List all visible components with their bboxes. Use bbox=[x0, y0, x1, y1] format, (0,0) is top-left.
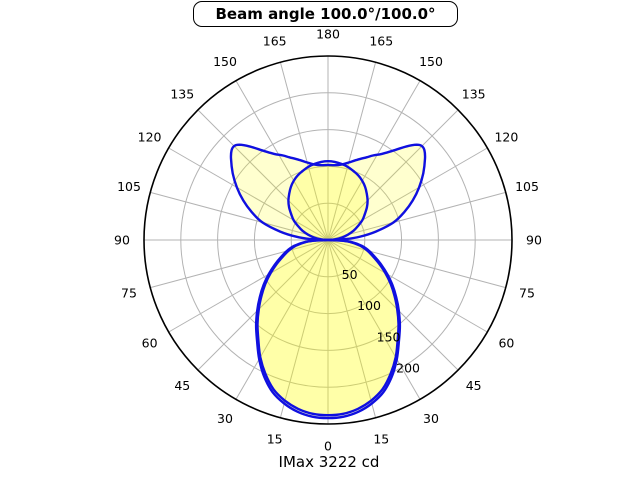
angle-tick-label: 150 bbox=[419, 54, 443, 69]
angle-tick-label: 60 bbox=[498, 335, 514, 350]
r-tick-label: 100 bbox=[357, 298, 381, 313]
angle-tick-label: 120 bbox=[138, 129, 162, 144]
angle-tick-label: 0 bbox=[324, 438, 332, 453]
grid-circle bbox=[217, 129, 439, 351]
angle-tick-label: 150 bbox=[213, 54, 237, 69]
angle-tick-label: 105 bbox=[117, 179, 141, 194]
angle-tick-label: 120 bbox=[494, 129, 518, 144]
angle-tick-label: 15 bbox=[267, 431, 283, 446]
angle-tick-label: 30 bbox=[423, 411, 439, 426]
angle-tick-label: 45 bbox=[466, 378, 482, 393]
beam-fill-plane-1 bbox=[256, 161, 400, 419]
chart-title-box: Beam angle 100.0°/100.0° bbox=[193, 1, 458, 27]
grid-circle bbox=[290, 202, 366, 278]
angle-tick-label: 105 bbox=[515, 179, 539, 194]
angle-tick-label: 165 bbox=[369, 33, 393, 48]
angle-tick-label: 30 bbox=[217, 411, 233, 426]
beam-fill-plane-2 bbox=[230, 144, 426, 416]
angle-tick-label: 180 bbox=[316, 26, 340, 41]
outer-ring bbox=[143, 55, 513, 425]
angle-tick-label: 135 bbox=[462, 87, 486, 102]
imax-label: IMax 3222 cd bbox=[278, 453, 380, 471]
angle-tick-label: 90 bbox=[114, 232, 130, 247]
beam-curve-plane-2 bbox=[229, 143, 427, 417]
angle-tick-label: 75 bbox=[519, 286, 535, 301]
chart-title: Beam angle 100.0°/100.0° bbox=[215, 5, 436, 23]
angle-tick-label: 165 bbox=[263, 33, 287, 48]
r-tick-label: 150 bbox=[377, 329, 401, 344]
r-tick-label: 200 bbox=[396, 361, 420, 376]
tick-labels: 50 100 150 200 0 15 15 30 30 45 45 60 60 75 75 90 90 105 1… bbox=[114, 26, 542, 453]
angle-tick-label: 15 bbox=[373, 431, 389, 446]
grid-circle bbox=[253, 165, 403, 315]
angle-tick-label: 60 bbox=[142, 335, 158, 350]
grid-circle bbox=[180, 92, 476, 388]
angle-tick-label: 45 bbox=[174, 378, 190, 393]
angle-tick-label: 75 bbox=[121, 286, 137, 301]
angle-tick-label: 135 bbox=[170, 87, 194, 102]
r-tick-label: 50 bbox=[342, 267, 358, 282]
angle-tick-label: 90 bbox=[526, 232, 542, 247]
